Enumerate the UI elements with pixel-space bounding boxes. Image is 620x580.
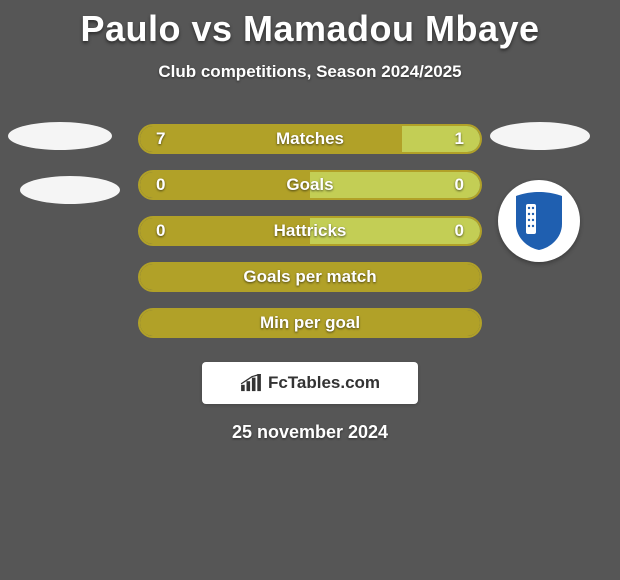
stat-bar: Hattricks00: [138, 216, 482, 246]
stat-bar-value-left: 7: [156, 126, 165, 152]
stat-bar: Goals00: [138, 170, 482, 200]
club-badge-right: [498, 180, 580, 262]
page-title: Paulo vs Mamadou Mbaye: [0, 8, 620, 50]
player-avatar-left-2: [20, 176, 120, 204]
stat-bar: Matches71: [138, 124, 482, 154]
infographic: Paulo vs Mamadou Mbaye Club competitions…: [0, 0, 620, 443]
stat-bar-right-fill: [402, 126, 480, 152]
stat-bar-left-fill: [140, 218, 310, 244]
player-avatar-right-1: [490, 122, 590, 150]
brand-bars-icon: [240, 374, 262, 392]
stat-bar-value-right: 0: [455, 172, 464, 198]
stat-bar-left-fill: [140, 310, 480, 336]
stat-bar-value-right: 1: [455, 126, 464, 152]
stat-bar-left-fill: [140, 172, 310, 198]
subtitle: Club competitions, Season 2024/2025: [0, 62, 620, 82]
stat-bar: Goals per match: [138, 262, 482, 292]
date-line: 25 november 2024: [0, 422, 620, 443]
shield-icon: [512, 190, 566, 252]
stat-bar-left-fill: [140, 264, 480, 290]
brand-box: FcTables.com: [202, 362, 418, 404]
brand-text: FcTables.com: [268, 373, 380, 393]
stat-bar-value-left: 0: [156, 172, 165, 198]
player-avatar-left-1: [8, 122, 112, 150]
stat-bar: Min per goal: [138, 308, 482, 338]
stat-bar-value-right: 0: [455, 218, 464, 244]
stat-bar-left-fill: [140, 126, 402, 152]
stat-bar-value-left: 0: [156, 218, 165, 244]
